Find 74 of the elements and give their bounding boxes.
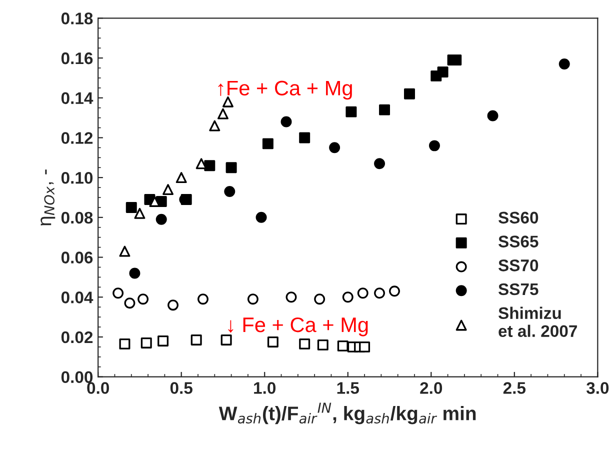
y-tick-label: 0.02 bbox=[61, 331, 93, 344]
point bbox=[112, 288, 124, 299]
point bbox=[162, 184, 174, 196]
text: W$_{ash}$(t)/F$_{air}$$^{IN}$, kg$_{ash}$/kg$_{air}$ min bbox=[218, 402, 476, 424]
legend-label: SS60 bbox=[498, 212, 538, 224]
annotation: ↓ Fe + Ca + Mg bbox=[228, 317, 368, 336]
point bbox=[220, 334, 232, 346]
point bbox=[190, 334, 202, 346]
point bbox=[222, 96, 234, 108]
x-tick-label: 1.5 bbox=[337, 382, 359, 394]
x-tick-label: 0.5 bbox=[170, 382, 192, 394]
point bbox=[317, 339, 328, 350]
point bbox=[299, 132, 310, 144]
y-tick-label: 0.08 bbox=[61, 212, 93, 224]
y-tick-label: 0.16 bbox=[61, 52, 93, 64]
y-tick-label: 0.12 bbox=[61, 132, 93, 144]
point bbox=[209, 120, 220, 132]
point bbox=[256, 212, 267, 223]
point bbox=[262, 138, 274, 150]
x-tick-label: 0.0 bbox=[87, 382, 109, 394]
point bbox=[134, 208, 146, 219]
point bbox=[204, 160, 216, 172]
point bbox=[119, 246, 130, 257]
point bbox=[359, 341, 370, 352]
point bbox=[404, 88, 415, 100]
legend-label: SS75 bbox=[498, 283, 538, 296]
point bbox=[357, 288, 368, 299]
point bbox=[379, 104, 390, 116]
point bbox=[217, 108, 228, 120]
point bbox=[286, 292, 297, 303]
point bbox=[198, 294, 208, 305]
point bbox=[314, 294, 326, 305]
point bbox=[428, 140, 440, 152]
point bbox=[168, 300, 179, 311]
point bbox=[138, 294, 149, 305]
x-tick-label: 3.0 bbox=[586, 382, 609, 394]
y-axis-title: η$_{NOx}$, - bbox=[40, 170, 56, 226]
point bbox=[156, 214, 167, 225]
y-tick-label: 0.10 bbox=[61, 172, 93, 184]
y-tick-label: 0.18 bbox=[61, 12, 93, 24]
point bbox=[389, 286, 400, 297]
point bbox=[247, 294, 258, 305]
point bbox=[126, 202, 137, 213]
point bbox=[374, 288, 386, 299]
x-tick-label: 1.0 bbox=[254, 382, 276, 394]
y-tick-label: 0.04 bbox=[61, 292, 94, 304]
point bbox=[124, 298, 136, 309]
legend-label: SS70 bbox=[498, 260, 538, 272]
point bbox=[558, 58, 570, 70]
point bbox=[329, 142, 340, 154]
point bbox=[119, 338, 130, 350]
point bbox=[140, 337, 152, 348]
point bbox=[226, 162, 237, 174]
x-tick-label: 2.0 bbox=[420, 382, 442, 394]
legend-label: SS65 bbox=[498, 236, 538, 248]
point bbox=[280, 116, 292, 128]
annotation: ↑Fe + Ca + Mg bbox=[218, 80, 352, 100]
point bbox=[337, 340, 348, 352]
point bbox=[129, 268, 140, 279]
y-tick-label: 0.14 bbox=[61, 92, 94, 104]
point bbox=[346, 106, 357, 118]
point bbox=[487, 110, 498, 122]
point bbox=[158, 335, 169, 346]
point bbox=[437, 66, 448, 78]
point bbox=[176, 172, 187, 184]
point bbox=[374, 158, 386, 170]
y-tick-label: 0.06 bbox=[61, 252, 93, 264]
point bbox=[342, 292, 354, 303]
legend-label: Shimizu et al. 2007 bbox=[498, 306, 577, 338]
point bbox=[267, 336, 278, 348]
x-tick-label: 2.5 bbox=[503, 382, 526, 394]
point bbox=[299, 338, 310, 350]
y-tick-label: 0.00 bbox=[61, 371, 93, 384]
point bbox=[224, 186, 236, 198]
